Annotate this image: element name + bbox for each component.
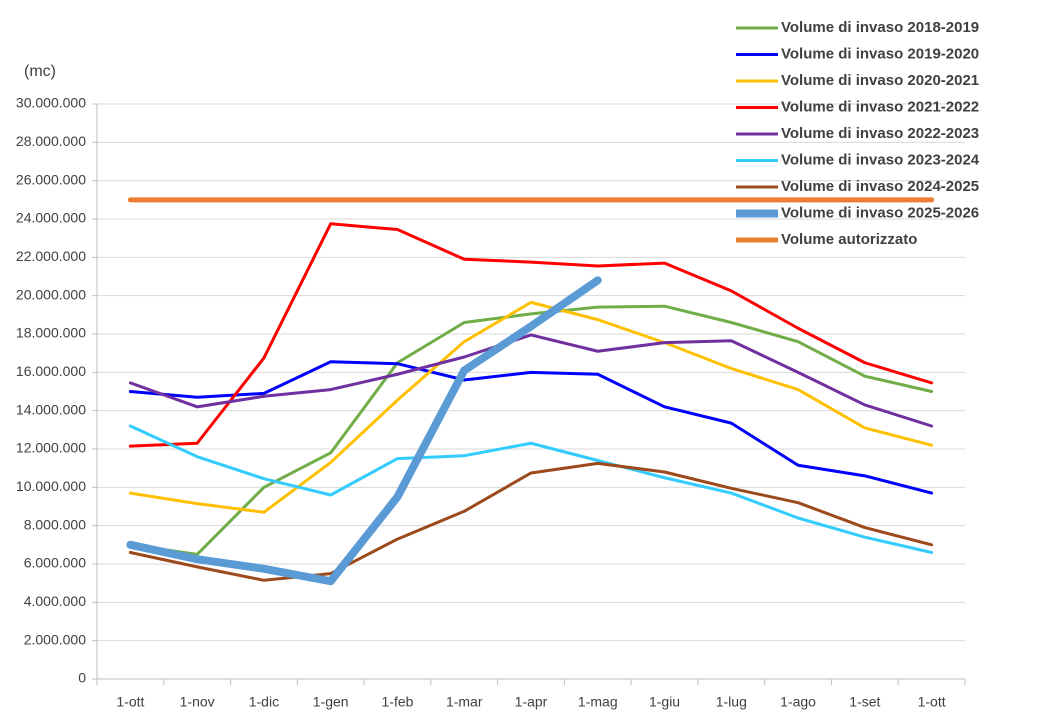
y-tick-label: 6.000.000 [24, 555, 86, 571]
series-line [126, 276, 602, 586]
x-tick-label: 1-feb [382, 694, 414, 710]
legend-label: Volume di invaso 2019-2020 [781, 45, 979, 62]
y-axis-label: (mc) [24, 63, 56, 80]
x-tick-label: 1-ott [116, 694, 144, 710]
y-tick-label: 16.000.000 [16, 363, 86, 379]
legend: Volume di invaso 2018-2019 Volume di inva… [736, 19, 980, 248]
legend-label: Volume di invaso 2022-2023 [781, 125, 979, 142]
legend-label: Volume autorizzato [781, 231, 917, 248]
x-tick-label: 1-set [849, 694, 880, 710]
series-line [128, 424, 934, 554]
x-tick-label: 1-ago [780, 694, 816, 710]
y-tick-label: 30.000.000 [16, 95, 86, 111]
y-tick-label: 0 [78, 670, 86, 686]
series-line [128, 222, 934, 448]
x-tick-label: 1-mar [446, 694, 483, 710]
x-tick-label: 1-mag [578, 694, 618, 710]
series-line [128, 304, 934, 556]
x-tick-label: 1-apr [515, 694, 548, 710]
y-tick-label: 26.000.000 [16, 171, 86, 187]
y-tick-label: 14.000.000 [16, 401, 86, 417]
y-tick-label: 28.000.000 [16, 133, 86, 149]
y-tick-label: 18.000.000 [16, 325, 86, 341]
y-tick-label: 4.000.000 [24, 593, 86, 609]
series-line [128, 461, 934, 582]
x-tick-label: 1-dic [249, 694, 279, 710]
y-tick-label: 20.000.000 [16, 286, 86, 302]
series-line [128, 360, 934, 495]
legend-label: Volume di invaso 2021-2022 [781, 98, 979, 115]
y-tick-label: 8.000.000 [24, 516, 86, 532]
x-tick-label: 1-nov [180, 694, 215, 710]
legend-label: Volume di invaso 2018-2019 [781, 19, 979, 36]
legend-label: Volume di invaso 2020-2021 [781, 72, 979, 89]
legend-label: Volume di invaso 2024-2025 [781, 178, 979, 195]
y-tick-label: 12.000.000 [16, 440, 86, 456]
y-tick-label: 10.000.000 [16, 478, 86, 494]
legend-label: Volume di invaso 2023-2024 [781, 151, 980, 168]
x-tick-label: 1-lug [716, 694, 747, 710]
legend-label: Volume di invaso 2025-2026 [781, 204, 979, 221]
x-tick-label: 1-giu [649, 694, 680, 710]
y-tick-label: 24.000.000 [16, 210, 86, 226]
x-tick-label: 1-ott [918, 694, 946, 710]
y-tick-label: 22.000.000 [16, 248, 86, 264]
series-line [128, 300, 934, 514]
x-tick-label: 1-gen [313, 694, 349, 710]
y-tick-label: 2.000.000 [24, 631, 86, 647]
series-line [128, 333, 934, 428]
